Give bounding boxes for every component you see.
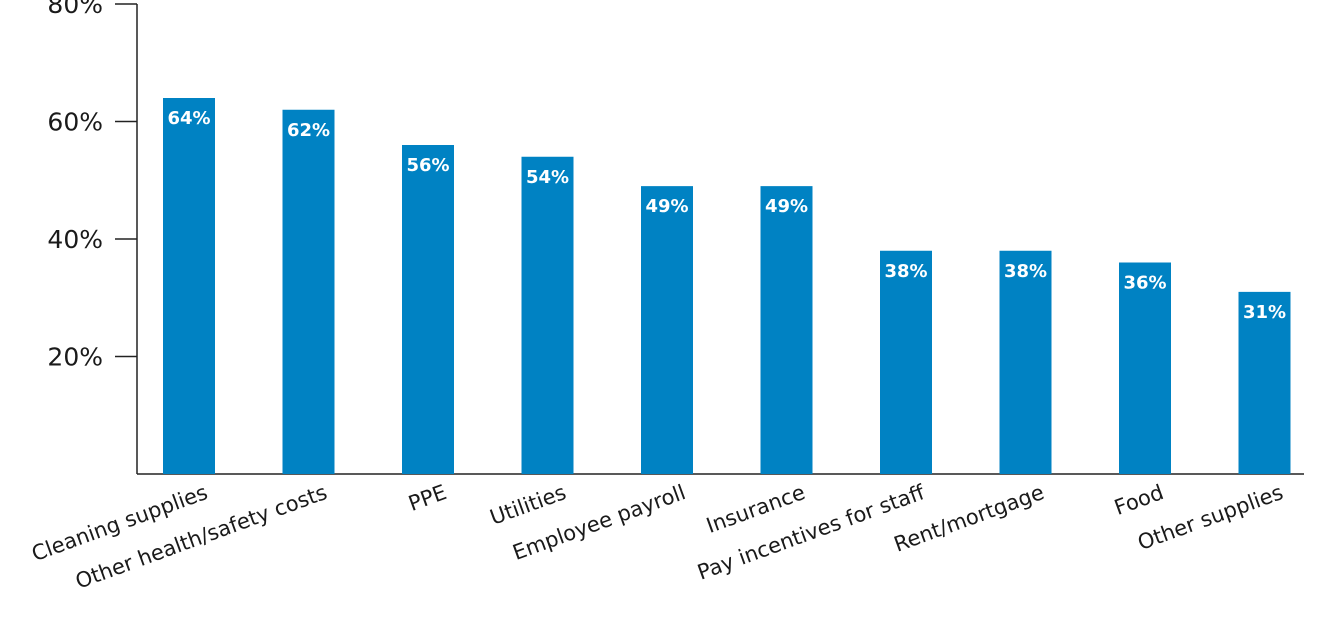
data-label: 62% <box>287 120 330 141</box>
y-axis-ticks: 20% 40% 60% 80% <box>47 0 137 372</box>
data-label: 38% <box>884 261 927 282</box>
bar <box>760 186 813 474</box>
bar <box>999 250 1052 474</box>
data-label: 64% <box>167 108 210 129</box>
y-tick-label: 20% <box>47 343 103 372</box>
bars: 64% 62% 56% 54% 49% 49% 38% 38% 36% 31% <box>163 98 1291 474</box>
bar <box>521 156 574 474</box>
bar <box>163 98 215 474</box>
data-label: 54% <box>526 167 569 188</box>
y-tick-label: 60% <box>47 108 103 137</box>
bar <box>641 186 693 474</box>
category-label: Food <box>1111 480 1167 520</box>
data-label: 31% <box>1243 302 1286 323</box>
bar <box>282 109 335 474</box>
bar <box>1119 262 1171 474</box>
y-tick-label: 80% <box>47 0 103 19</box>
data-label: 49% <box>765 196 808 217</box>
category-label: Utilities <box>487 480 569 530</box>
data-label: 36% <box>1123 273 1166 294</box>
data-label: 56% <box>406 155 449 176</box>
category-label: PPE <box>405 480 449 516</box>
data-label: 38% <box>1004 261 1047 282</box>
bar <box>880 250 932 474</box>
bar <box>402 145 454 474</box>
y-tick-label: 40% <box>47 225 103 254</box>
bar <box>1238 291 1291 474</box>
data-label: 49% <box>645 196 688 217</box>
